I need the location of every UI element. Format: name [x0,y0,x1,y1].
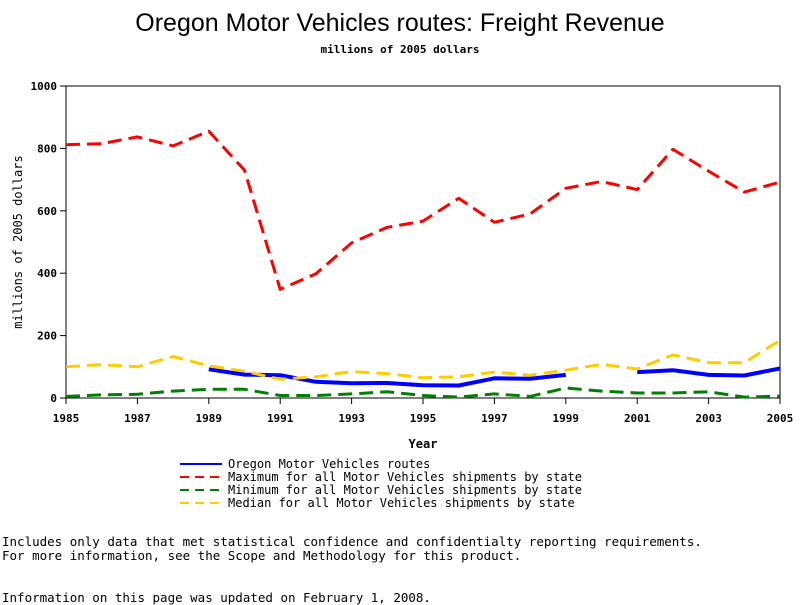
y-tick-label: 600 [37,205,57,218]
y-axis-label: millions of 2005 dollars [11,155,25,328]
x-tick-label: 1995 [410,412,437,425]
legend-label-2: Minimum for all Motor Vehicles shipments… [228,483,582,497]
x-tick-label: 1989 [196,412,223,425]
x-tick-label: 1999 [553,412,580,425]
y-tick-label: 800 [37,142,57,155]
footnote-confidence: Includes only data that met statistical … [2,534,702,549]
series-line-0 [208,367,567,388]
y-tick-label: 0 [50,392,57,405]
x-tick-label: 1997 [481,412,508,425]
y-axis: 0 200 400 600 800 1000 [31,80,66,405]
x-tick-label: 1987 [124,412,151,425]
chart-subtitle: millions of 2005 dollars [321,43,480,56]
legend-label-0: Oregon Motor Vehicles routes [228,457,430,471]
chart-title: Oregon Motor Vehicles routes: Freight Re… [135,9,664,37]
x-tick-label: 1993 [338,412,365,425]
x-axis-label: Year [409,437,438,451]
series-line-2 [65,386,781,399]
x-tick-label: 2003 [695,412,722,425]
y-tick-label: 1000 [31,80,58,93]
legend-label-1: Maximum for all Motor Vehicles shipments… [228,470,582,484]
x-tick-label: 2005 [767,412,794,425]
plot-frame [65,85,781,399]
series-layer [65,129,781,399]
legend-label-3: Median for all Motor Vehicles shipments … [228,496,575,510]
series-line-3 [65,339,781,381]
y-tick-label: 200 [37,330,57,343]
x-axis: 1985 1987 1989 1991 1993 1995 1997 1999 2001 2003… [53,398,794,425]
footnote-updated: Information on this page was updated on … [2,590,431,605]
x-tick-label: 2001 [624,412,651,425]
series-line-0 [637,366,781,378]
footnotes: Includes only data that met statistical … [2,535,798,605]
x-tick-label: 1985 [53,412,80,425]
x-tick-label: 1991 [267,412,294,425]
series-line-1 [65,129,781,291]
footnote-methodology: For more information, see the Scope and … [2,548,522,563]
y-tick-label: 400 [37,267,57,280]
